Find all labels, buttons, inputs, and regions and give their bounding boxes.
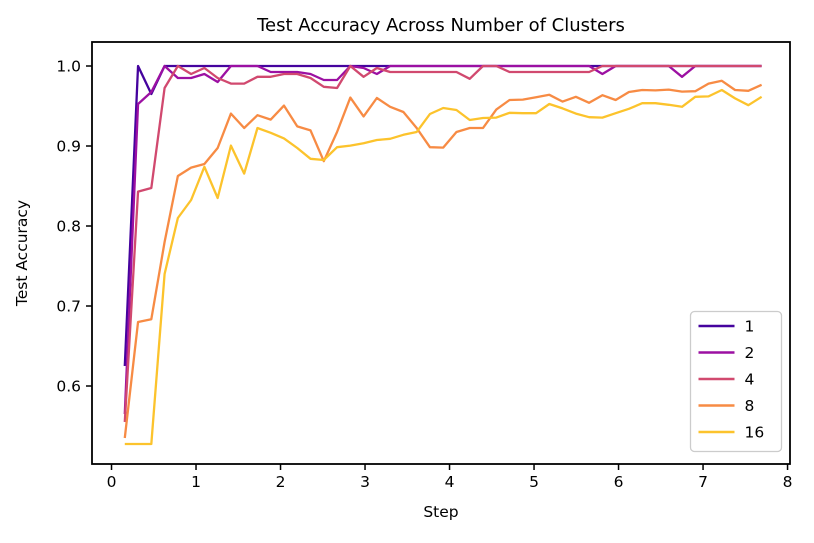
x-tick-label: 1 xyxy=(191,473,201,491)
legend-box xyxy=(689,310,783,453)
series-line-8 xyxy=(123,79,763,439)
x-tick-label: 5 xyxy=(529,473,539,491)
y-tick-label: 0.7 xyxy=(56,298,81,316)
y-tick-label: 0.8 xyxy=(56,218,81,236)
x-tick-label: 7 xyxy=(698,473,708,491)
y-tick-label: 1.0 xyxy=(56,58,81,76)
chart-title: Test Accuracy Across Number of Clusters xyxy=(256,15,625,36)
x-tick-label: 6 xyxy=(614,473,624,491)
y-tick-label: 0.6 xyxy=(56,378,81,396)
x-tick-label: 4 xyxy=(445,473,455,491)
x-tick-label: 8 xyxy=(783,473,793,491)
series-line-2 xyxy=(123,64,762,415)
y-axis-label: Test Accuracy xyxy=(13,200,31,307)
series-line-16 xyxy=(124,88,763,446)
series-line-4 xyxy=(123,64,762,423)
legend-entry-label-8: 8 xyxy=(745,397,755,415)
x-tick-label: 3 xyxy=(360,473,370,491)
plot-spines xyxy=(91,41,791,465)
legend-entry-label-16: 16 xyxy=(745,424,765,442)
legend-entry-label-4: 4 xyxy=(745,371,755,389)
series-line-1 xyxy=(123,64,762,367)
x-tick-label: 0 xyxy=(107,473,117,491)
y-tick-label: 0.9 xyxy=(56,138,81,156)
legend-entry-label-2: 2 xyxy=(745,344,755,362)
x-tick-label: 2 xyxy=(276,473,286,491)
x-axis-label: Step xyxy=(423,503,458,521)
legend-entry-label-1: 1 xyxy=(745,318,755,336)
